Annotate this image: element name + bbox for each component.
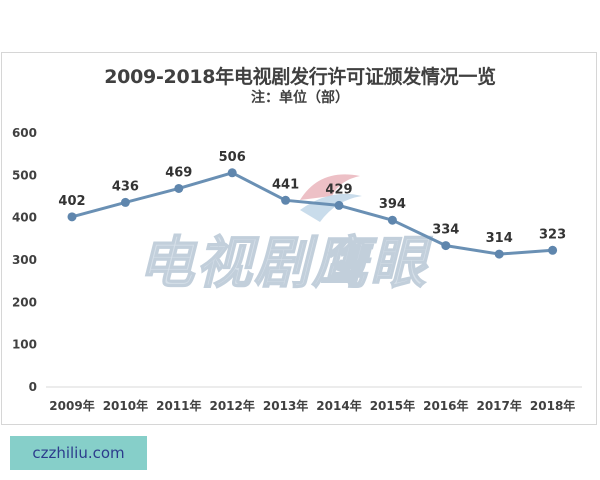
x-tick-label: 2012年 <box>209 398 254 413</box>
data-point-marker <box>441 241 451 251</box>
x-tick-label: 2013年 <box>263 398 308 413</box>
data-label: 394 <box>379 197 406 212</box>
x-tick-label: 2015年 <box>370 398 415 413</box>
site-badge[interactable]: czzhiliu.com <box>10 436 147 470</box>
x-tick-label: 2010年 <box>103 398 148 413</box>
data-point-marker <box>120 197 130 207</box>
y-tick-label: 500 <box>12 168 37 182</box>
data-point-marker <box>387 215 397 225</box>
x-axis: 2009年 2010年 2011年 2012年 2013年 2014年 2015年 2016年… <box>49 398 575 413</box>
data-label: 429 <box>325 182 352 197</box>
series-line <box>71 171 553 256</box>
data-label: 402 <box>58 194 85 209</box>
data-label: 314 <box>486 231 513 246</box>
x-tick-label: 2018年 <box>530 398 575 413</box>
data-point-marker <box>281 195 291 205</box>
watermark-text: 电视剧鹰眼 <box>138 231 433 296</box>
watermark-logo-icon <box>300 174 360 200</box>
x-tick-label: 2014年 <box>316 398 361 413</box>
data-point-marker <box>227 168 237 178</box>
chart-subtitle: 注：单位（部） <box>251 90 349 106</box>
data-point-marker <box>67 212 77 222</box>
x-tick-label: 2016年 <box>423 398 468 413</box>
data-point-marker <box>494 249 504 259</box>
data-label: 469 <box>165 165 192 180</box>
y-tick-label: 0 <box>29 380 37 394</box>
data-label: 323 <box>539 227 566 242</box>
y-tick-label: 200 <box>12 295 37 309</box>
watermark: 电视剧鹰眼 <box>137 174 433 297</box>
data-labels: 402 436 469 506 441 429 394 334 314 323 <box>58 150 566 246</box>
data-label: 436 <box>112 179 139 194</box>
data-label: 334 <box>432 223 459 238</box>
x-tick-label: 2009年 <box>49 398 94 413</box>
data-label: 441 <box>272 177 299 192</box>
y-tick-label: 400 <box>12 211 37 225</box>
data-label: 506 <box>219 150 246 165</box>
x-tick-label: 2017年 <box>476 398 521 413</box>
y-axis: 0 100 200 300 400 500 600 <box>12 126 37 394</box>
y-tick-label: 300 <box>12 253 37 267</box>
data-point-marker <box>174 183 184 193</box>
y-tick-label: 100 <box>12 338 37 352</box>
x-tick-label: 2011年 <box>156 398 201 413</box>
chart-frame <box>1 52 597 425</box>
chart-title: 2009-2018年电视剧发行许可证颁发情况一览 <box>104 66 496 88</box>
y-tick-label: 600 <box>12 126 37 140</box>
data-point-marker <box>548 245 558 255</box>
data-markers <box>67 168 558 259</box>
data-point-marker <box>334 200 344 210</box>
